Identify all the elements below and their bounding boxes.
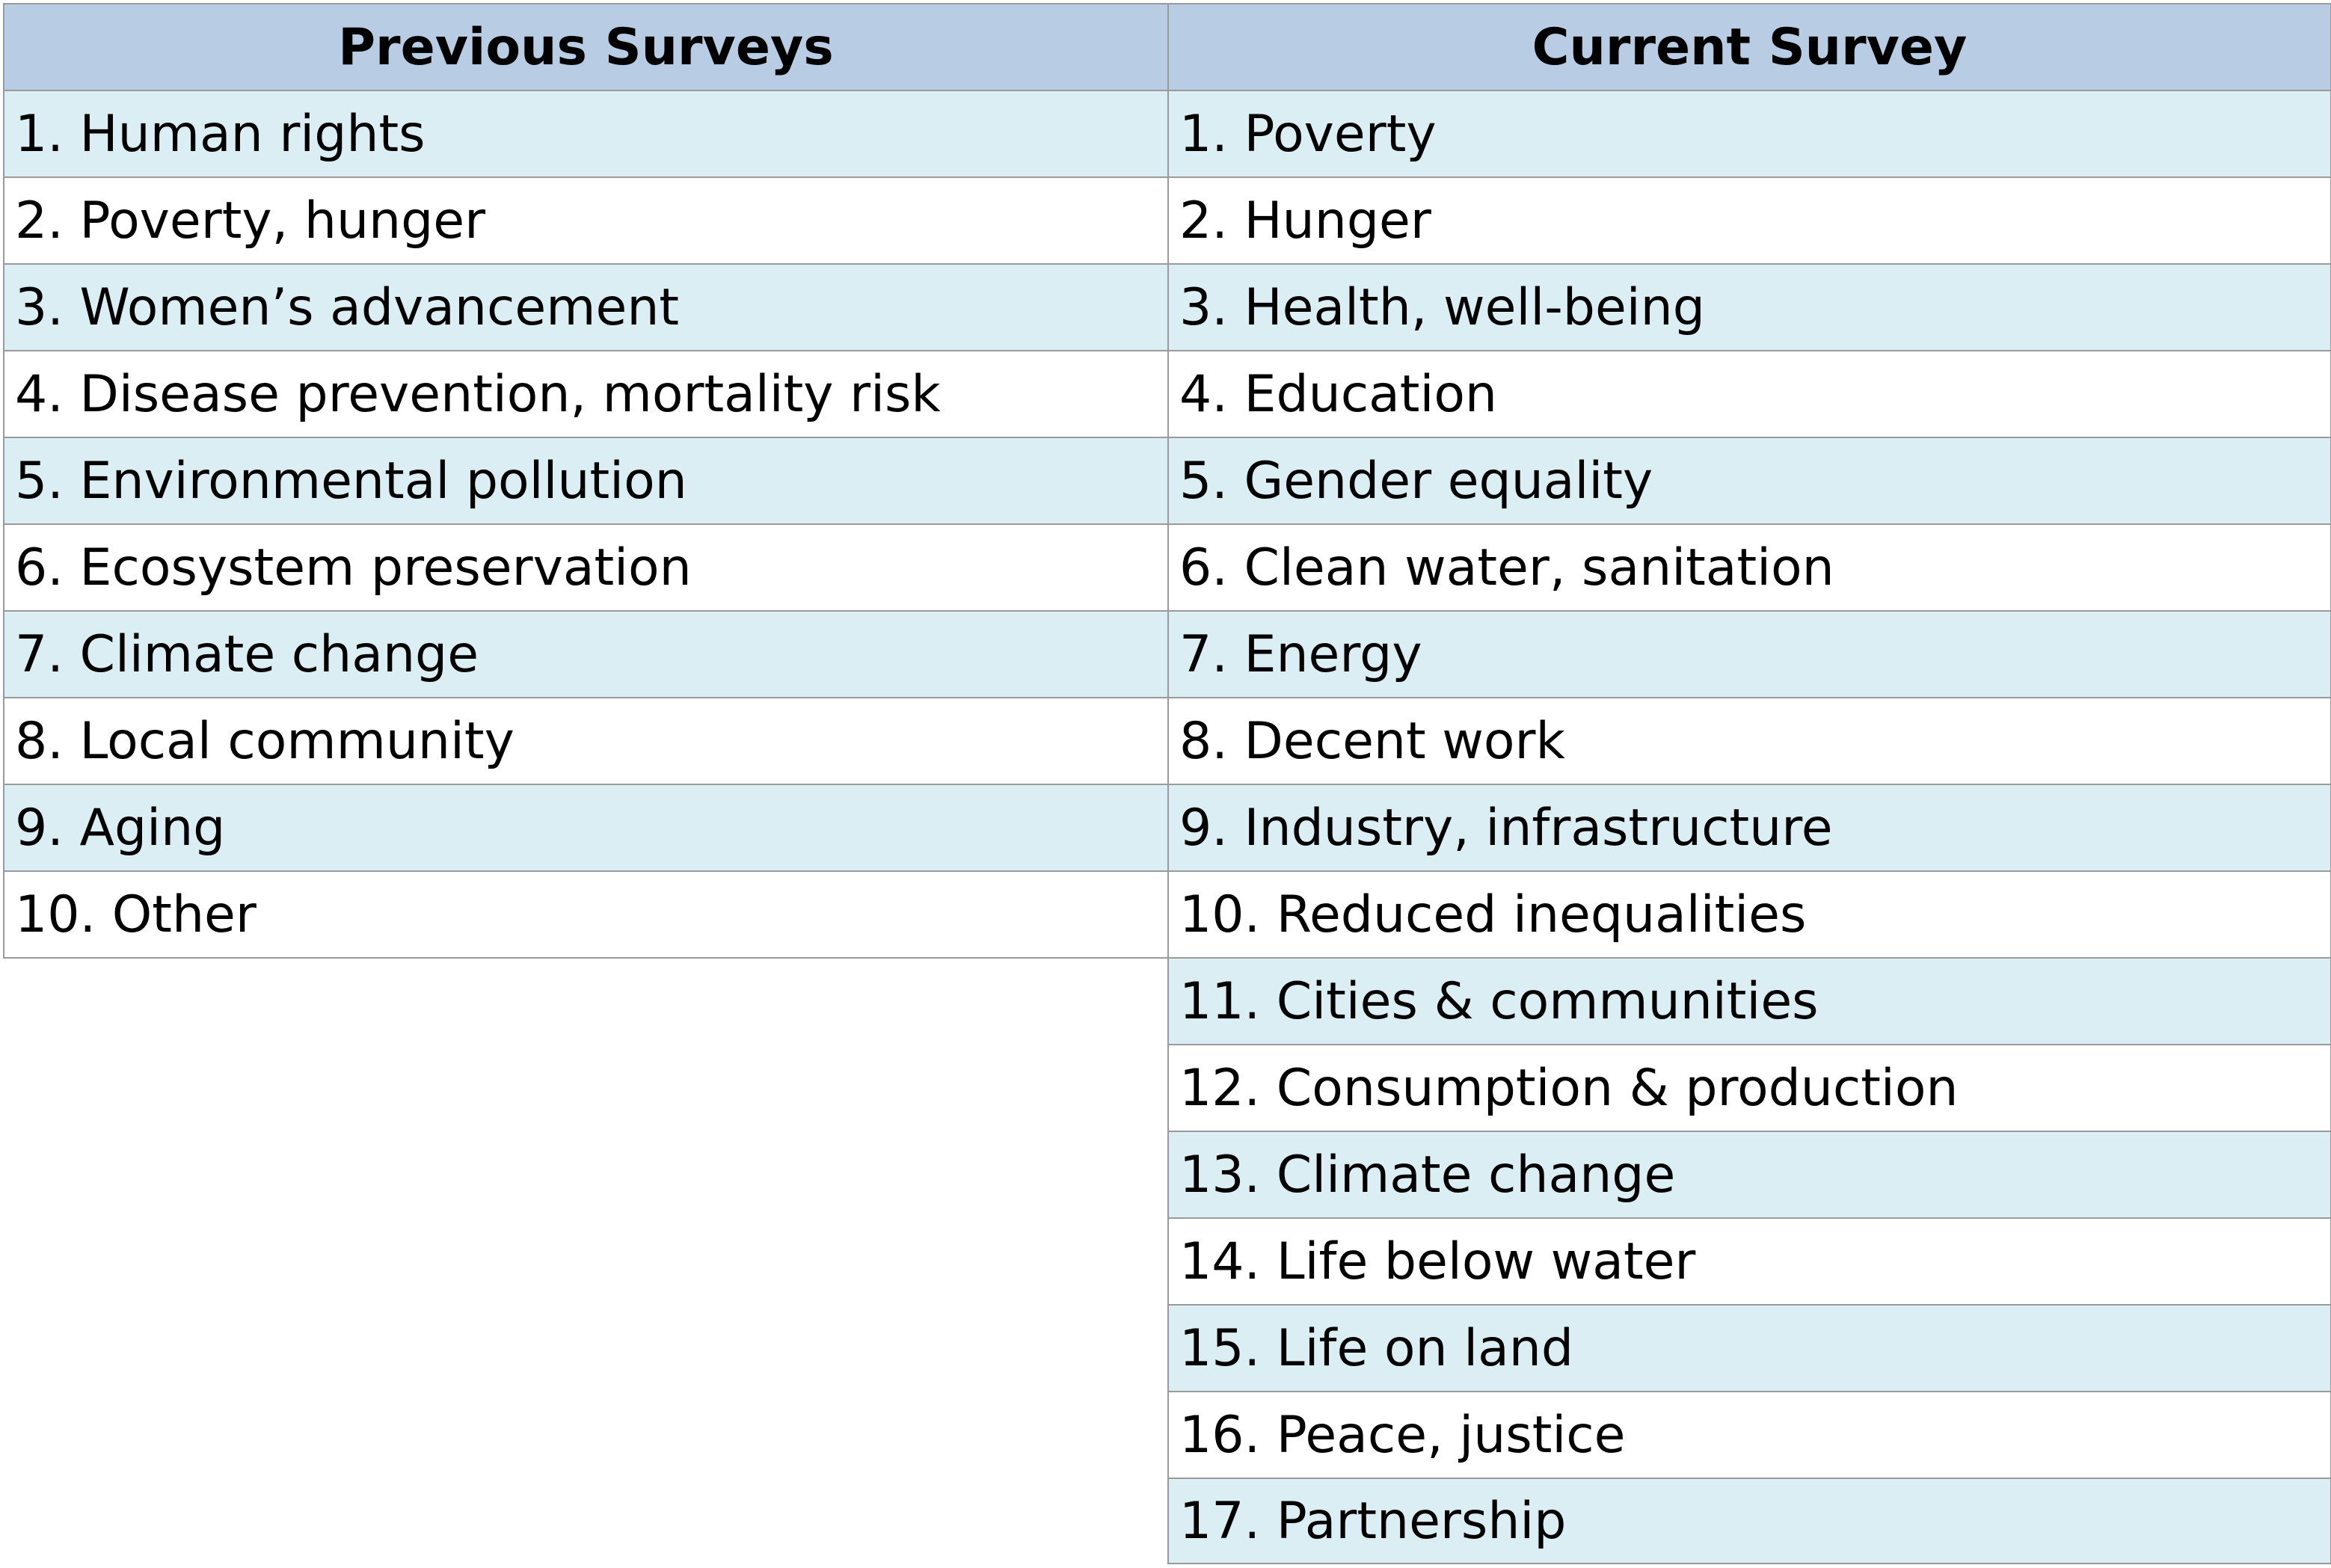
table-row: 1. Human rights 1. Poverty: [3, 90, 2331, 176]
current-item-cell: 12. Consumption & production: [1167, 1044, 2331, 1131]
table-row: 6. Ecosystem preservation 6. Clean water…: [3, 523, 2331, 610]
table-row: 2. Poverty, hunger 2. Hunger: [3, 176, 2331, 263]
empty-cell: [3, 1131, 1167, 1217]
table-row: 8. Local community 8. Decent work: [3, 697, 2331, 784]
table-row: 16. Peace, justice: [3, 1391, 2331, 1478]
current-item-cell: 10. Reduced inequalities: [1167, 870, 2331, 957]
current-item-cell: 6. Clean water, sanitation: [1167, 523, 2331, 610]
table-row: 3. Women’s advancement 3. Health, well-b…: [3, 263, 2331, 350]
table-row: 10. Other 10. Reduced inequalities: [3, 870, 2331, 957]
empty-cell: [3, 957, 1167, 1044]
current-item-cell: 4. Education: [1167, 350, 2331, 437]
previous-item-cell: 5. Environmental pollution: [3, 437, 1167, 523]
current-item-cell: 11. Cities & communities: [1167, 957, 2331, 1044]
table-row: 17. Partnership: [3, 1478, 2331, 1564]
table-row: 9. Aging 9. Industry, infrastructure: [3, 784, 2331, 870]
current-item-cell: 13. Climate change: [1167, 1131, 2331, 1217]
header-previous-surveys: Previous Surveys: [3, 3, 1167, 90]
previous-item-cell: 7. Climate change: [3, 610, 1167, 697]
previous-item-cell: 3. Women’s advancement: [3, 263, 1167, 350]
previous-item-cell: 8. Local community: [3, 697, 1167, 784]
table-row: 13. Climate change: [3, 1131, 2331, 1217]
previous-item-cell: 9. Aging: [3, 784, 1167, 870]
table-row: 7. Climate change 7. Energy: [3, 610, 2331, 697]
current-item-cell: 3. Health, well-being: [1167, 263, 2331, 350]
current-item-cell: 2. Hunger: [1167, 176, 2331, 263]
previous-item-cell: 6. Ecosystem preservation: [3, 523, 1167, 610]
table-row: 12. Consumption & production: [3, 1044, 2331, 1131]
current-item-cell: 5. Gender equality: [1167, 437, 2331, 523]
previous-item-cell: 1. Human rights: [3, 90, 1167, 176]
empty-cell: [3, 1044, 1167, 1131]
table-row: 11. Cities & communities: [3, 957, 2331, 1044]
table-header-row: Previous Surveys Current Survey: [3, 3, 2331, 90]
current-item-cell: 14. Life below water: [1167, 1217, 2331, 1304]
current-item-cell: 7. Energy: [1167, 610, 2331, 697]
current-item-cell: 15. Life on land: [1167, 1304, 2331, 1391]
table-row: 14. Life below water: [3, 1217, 2331, 1304]
table-row: 15. Life on land: [3, 1304, 2331, 1391]
empty-cell: [3, 1478, 1167, 1564]
previous-item-cell: 4. Disease prevention, mortality risk: [3, 350, 1167, 437]
current-item-cell: 9. Industry, infrastructure: [1167, 784, 2331, 870]
previous-item-cell: 2. Poverty, hunger: [3, 176, 1167, 263]
empty-cell: [3, 1391, 1167, 1478]
previous-item-cell: 10. Other: [3, 870, 1167, 957]
header-current-survey: Current Survey: [1167, 3, 2331, 90]
current-item-cell: 16. Peace, justice: [1167, 1391, 2331, 1478]
table-row: 5. Environmental pollution 5. Gender equ…: [3, 437, 2331, 523]
table-row: 4. Disease prevention, mortality risk 4.…: [3, 350, 2331, 437]
empty-cell: [3, 1217, 1167, 1304]
survey-comparison-table: Previous Surveys Current Survey 1. Human…: [3, 3, 2331, 1564]
current-item-cell: 17. Partnership: [1167, 1478, 2331, 1564]
current-item-cell: 1. Poverty: [1167, 90, 2331, 176]
empty-cell: [3, 1304, 1167, 1391]
current-item-cell: 8. Decent work: [1167, 697, 2331, 784]
